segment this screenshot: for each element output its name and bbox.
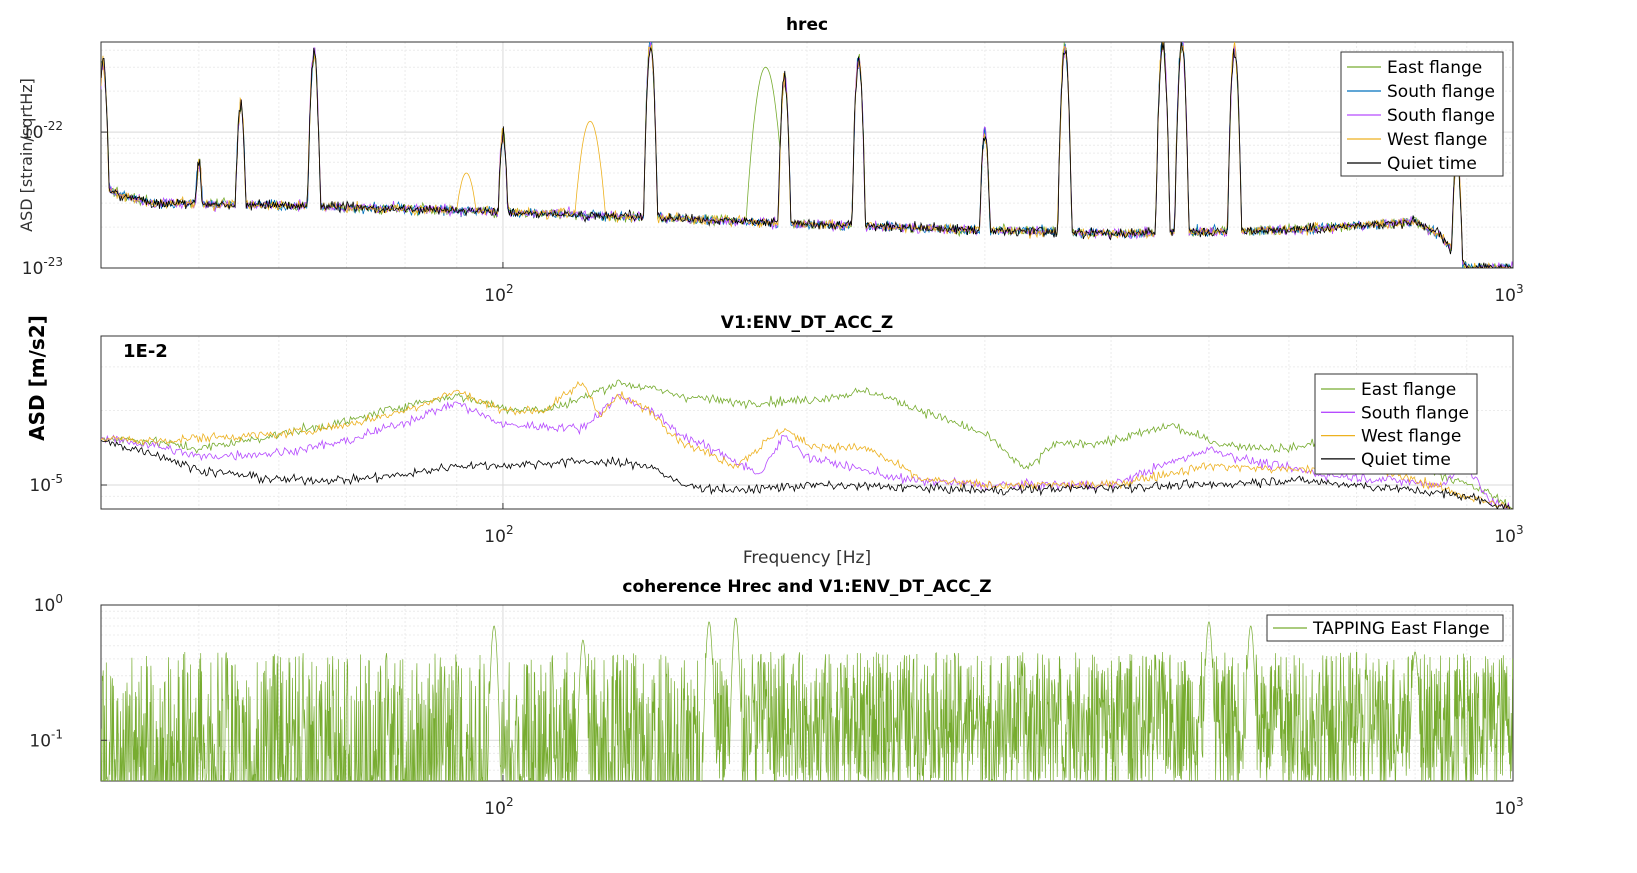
- axes-panel-2: [100, 335, 1514, 510]
- x-axis-label-2: Frequency [Hz]: [743, 548, 871, 568]
- legend-2: East flange South flange West flange Quiet …: [1314, 373, 1478, 475]
- plot-frame: [100, 335, 1514, 510]
- legend-box: [1340, 51, 1504, 177]
- y-axis-label-1: ASD [strain/sqrtHz]: [17, 78, 36, 232]
- x-tick-label: 102: [484, 523, 513, 547]
- chart-title-3: coherence Hrec and V1:ENV_DT_ACC_Z: [622, 577, 991, 597]
- x-tick-label: 102: [484, 795, 513, 819]
- y-tick-label: 10-5: [29, 472, 63, 496]
- y-tick-label: 10-1: [29, 727, 63, 751]
- x-tick-label: 103: [1494, 282, 1523, 306]
- legend-1: East flange South flange South flange West …: [1340, 51, 1504, 177]
- plot-frame: [100, 604, 1514, 782]
- axes-panel-1: [100, 41, 1514, 269]
- series-line-east-flange: [101, 379, 1513, 509]
- y-tick-label: 10-22: [22, 119, 63, 143]
- plot-frame: [100, 41, 1514, 269]
- series-line-south-flange: [101, 394, 1513, 509]
- series-line-west-flange: [101, 380, 1513, 509]
- legend-entry: South flange: [1361, 403, 1469, 423]
- legend-box: [1314, 373, 1478, 475]
- y-tick-label: 10-23: [22, 255, 63, 279]
- chart-title-1: hrec: [786, 15, 828, 35]
- legend-entry: West flange: [1361, 427, 1461, 447]
- series-line-tapping-east-flange: [101, 617, 1513, 781]
- legend-entry: Quiet time: [1387, 154, 1477, 174]
- x-tick-label: 103: [1494, 523, 1523, 547]
- legend-entry: South flange: [1387, 82, 1495, 102]
- chart-title-2: V1:ENV_DT_ACC_Z: [721, 313, 893, 333]
- ticks-panel-1: 102 103 10-23 10-22: [22, 119, 1524, 306]
- x-tick-label: 103: [1494, 795, 1523, 819]
- y-axis-label-2: ASD [m/s2]: [25, 315, 49, 441]
- legend-3: TAPPING East Flange: [1266, 614, 1504, 642]
- series-line-south-flange: [101, 42, 1513, 268]
- legend-entry: West flange: [1387, 130, 1487, 150]
- x-tick-label: 102: [484, 282, 513, 306]
- legend-entry: South flange: [1387, 106, 1495, 126]
- legend-entry: East flange: [1361, 380, 1456, 400]
- series-line-quiet-time: [101, 439, 1513, 509]
- series-line-quiet-time: [101, 42, 1513, 268]
- ticks-panel-2: 102 103 10-5: [29, 472, 1523, 547]
- panel-annotation: 1E-2: [123, 341, 168, 362]
- legend-entry: Quiet time: [1361, 450, 1451, 470]
- legend-entry: TAPPING East Flange: [1312, 619, 1490, 639]
- y-tick-label: 100: [34, 592, 63, 616]
- legend-entry: East flange: [1387, 58, 1482, 78]
- ticks-panel-3: 102 103 10-1 100: [29, 592, 1523, 819]
